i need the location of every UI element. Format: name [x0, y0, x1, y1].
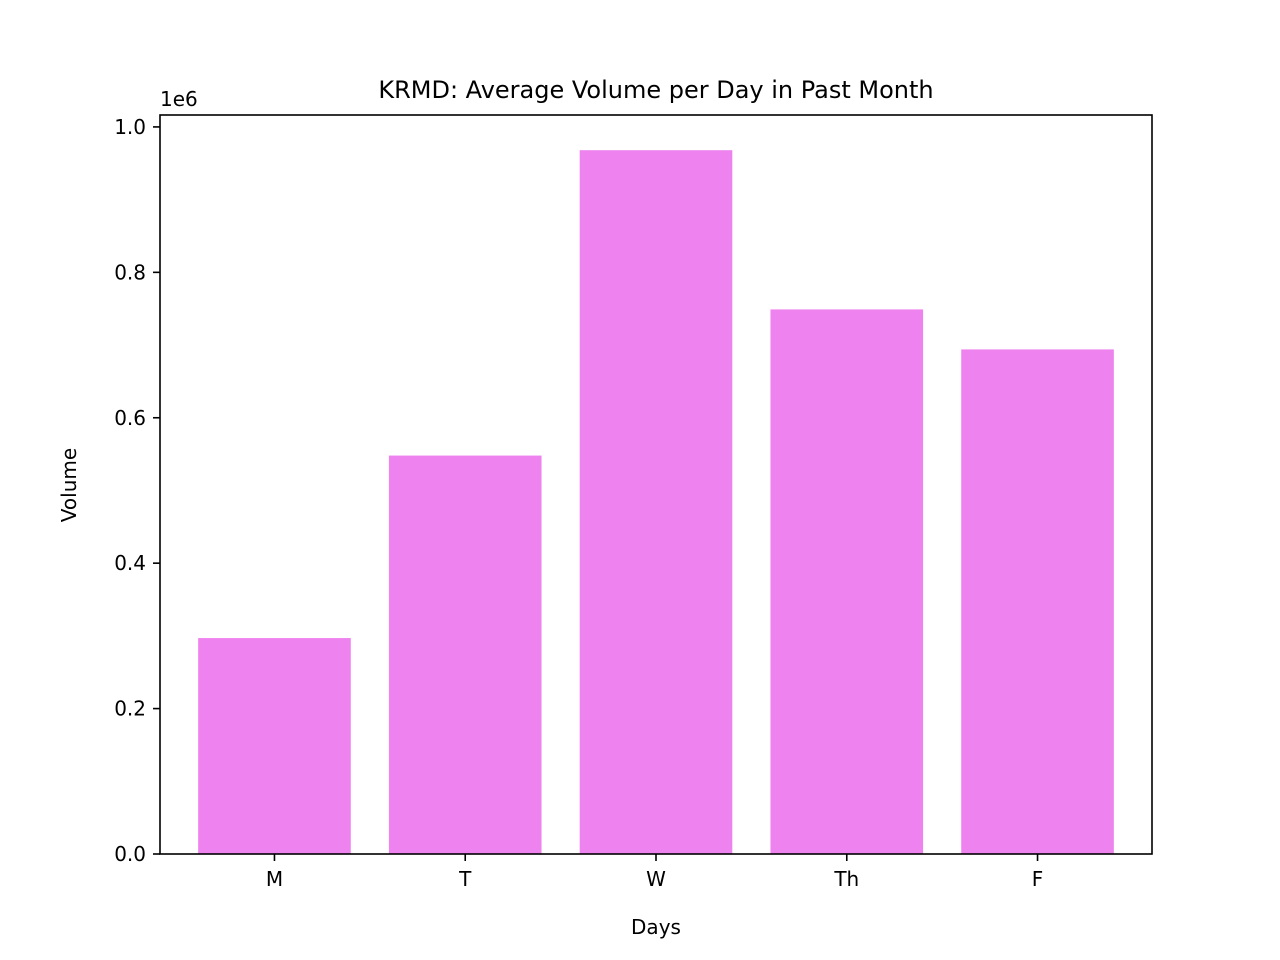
y-tick-label: 0.6 — [114, 406, 146, 430]
x-axis-label: Days — [631, 915, 681, 939]
y-tick-label: 0.8 — [114, 260, 146, 284]
x-tick-label: Th — [833, 867, 859, 891]
plot-area-frame — [159, 114, 1153, 855]
x-tick-label: W — [646, 867, 666, 891]
bar-t — [388, 455, 542, 854]
y-tick-label: 0.4 — [114, 551, 146, 575]
bar-w — [579, 150, 733, 854]
bar-f — [961, 349, 1114, 854]
y-axis-ticks: 0.0 0.2 0.4 0.6 0.8 1.0 — [114, 115, 160, 866]
bar-m — [198, 638, 351, 854]
y-tick-label: 0.2 — [114, 697, 146, 721]
y-tick-label: 0.0 — [114, 842, 146, 866]
x-tick-label: M — [266, 867, 283, 891]
bars-layer — [198, 150, 1114, 854]
y-axis-label: Volume — [57, 448, 81, 522]
x-tick-label: T — [458, 867, 472, 891]
y-axis-offset-label: 1e6 — [160, 87, 198, 111]
y-tick-label: 1.0 — [114, 115, 146, 139]
bar-th — [770, 309, 924, 854]
x-tick-label: F — [1032, 867, 1044, 891]
chart-title: KRMD: Average Volume per Day in Past Mon… — [378, 76, 933, 104]
x-axis-ticks: M T W Th F — [266, 854, 1043, 891]
